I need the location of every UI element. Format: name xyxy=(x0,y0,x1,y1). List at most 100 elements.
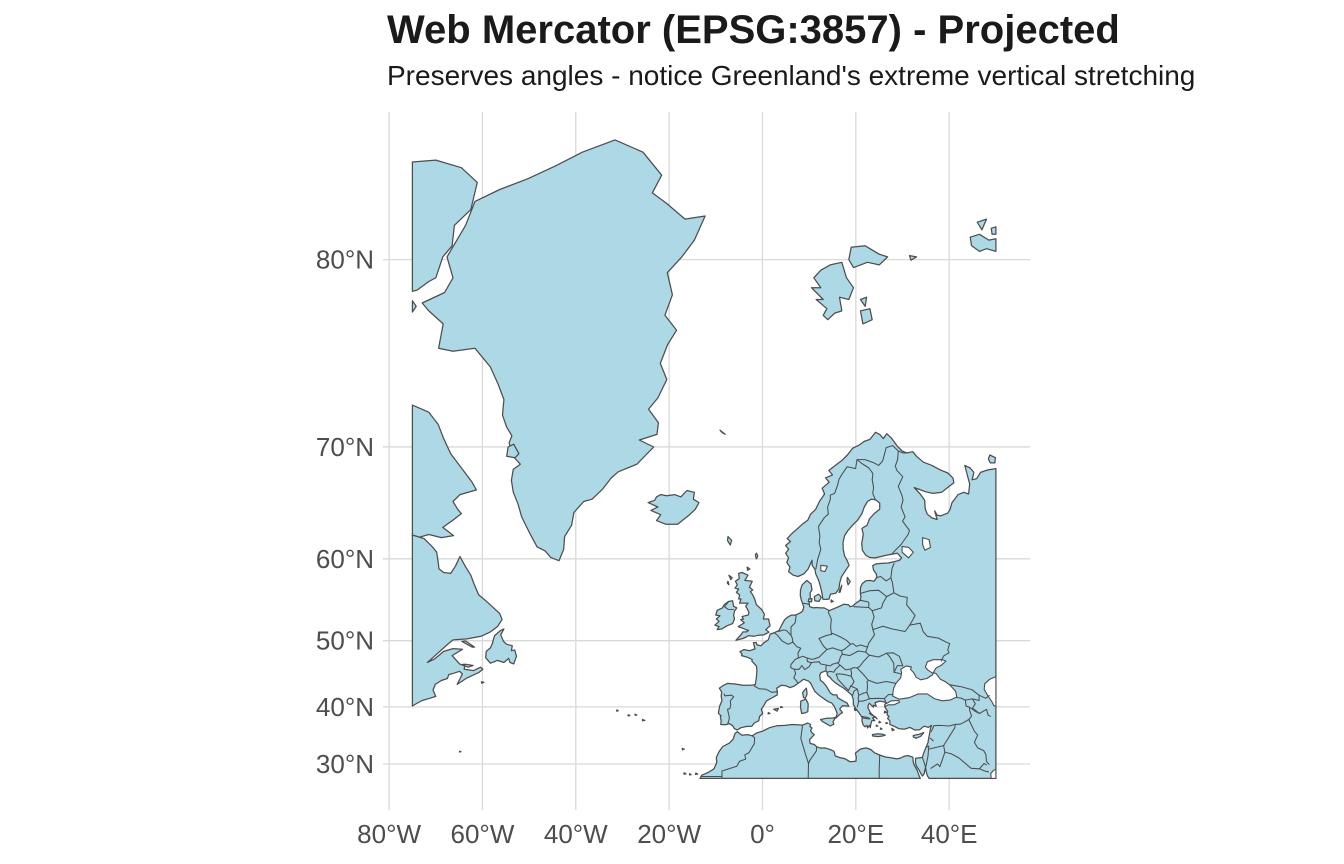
border-switzerland-france xyxy=(790,657,799,670)
land-lesbos xyxy=(883,710,888,714)
border-georgia-armenia-azerbaijan xyxy=(964,694,980,702)
land-prince-edward-island xyxy=(461,663,474,668)
border-armenia-azerbaijan xyxy=(971,698,981,715)
land-iceland xyxy=(647,489,700,525)
border-croatia-bosnia-north xyxy=(835,673,852,677)
border-poland-slovakia xyxy=(849,643,870,648)
land-canary-3 xyxy=(683,772,687,775)
y-axis-label: 60°N xyxy=(316,544,374,574)
border-algeria-morocco xyxy=(721,735,756,779)
land-corfu xyxy=(853,707,857,712)
border-bulgaria-macedonia xyxy=(866,691,870,700)
border-egypt-libya xyxy=(878,754,881,779)
land-kolguyev-island xyxy=(987,454,997,464)
land-franz-josef-land-2 xyxy=(976,218,988,231)
land-corsica xyxy=(801,687,808,699)
border-albania-greece xyxy=(856,700,860,708)
y-axis-label: 70°N xyxy=(316,432,374,462)
border-iran-azerbaijan xyxy=(968,706,992,717)
land-ireland xyxy=(714,600,738,631)
land-canary-2 xyxy=(694,772,699,776)
border-serbia-macedonia xyxy=(858,691,868,696)
x-axis-label: 0° xyxy=(750,819,775,849)
border-finland-russia xyxy=(891,459,911,555)
plot-title: Web Mercator (EPSG:3857) - Projected xyxy=(387,8,1120,52)
border-austria-italy xyxy=(810,661,827,666)
land-gotland xyxy=(846,576,851,586)
plot-subtitle: Preserves angles - notice Greenland's ex… xyxy=(387,60,1196,91)
land-sable-island xyxy=(480,681,485,684)
land-ellesmere-island xyxy=(411,159,478,292)
border-norway-finland xyxy=(856,445,899,466)
land-menorca xyxy=(780,705,784,709)
land-bermuda xyxy=(458,750,462,753)
border-bulgaria-turkey xyxy=(883,693,894,700)
water-lake-ladoga xyxy=(901,545,914,559)
land-newfoundland xyxy=(485,628,518,665)
border-croatia-bosnia-west xyxy=(835,673,850,691)
land-franz-josef-land-1 xyxy=(969,233,997,253)
border-greece-turkey xyxy=(883,698,887,704)
land-aegean-island-4 xyxy=(879,727,883,730)
land-shetland xyxy=(754,552,759,560)
border-syria-lebanon xyxy=(929,737,934,742)
border-germany-belgium xyxy=(790,634,794,643)
border-romania-bulgaria xyxy=(867,679,897,685)
border-ukraine-russia xyxy=(909,622,951,662)
border-belarus-ukraine xyxy=(872,624,911,633)
border-latvia-belarus xyxy=(886,592,895,598)
y-axis-label: 40°N xyxy=(316,692,374,722)
land-oland xyxy=(838,584,843,594)
land-svalbard-nordaustlandet xyxy=(848,245,889,269)
y-axis-label: 30°N xyxy=(316,749,374,779)
border-poland-lithuania xyxy=(868,606,873,612)
border-poland-ukraine xyxy=(867,629,876,645)
border-iraq-kuwait xyxy=(978,762,988,770)
border-norway-russia xyxy=(897,450,908,454)
border-latvia-lithuania xyxy=(860,589,888,598)
border-russia-georgia xyxy=(948,684,980,696)
border-turkey-iran xyxy=(968,706,973,721)
land-jan-mayen xyxy=(719,429,726,436)
border-austria-slovenia xyxy=(825,662,839,667)
land-bornholm xyxy=(830,599,834,603)
border-belgium-netherlands xyxy=(777,629,792,636)
y-axis-label: 80°N xyxy=(316,245,374,275)
land-anticosti-island xyxy=(461,640,476,648)
border-serbia-albania xyxy=(856,688,860,696)
border-bosnia-serbia xyxy=(850,675,855,687)
land-aegean-island-1 xyxy=(878,720,882,724)
border-hungary-serbia xyxy=(850,667,858,670)
land-azores-4 xyxy=(615,709,619,712)
border-hungary-ukraine xyxy=(865,651,870,656)
border-tunisia-algeria xyxy=(800,724,810,765)
x-axis-label: 40°E xyxy=(921,819,978,849)
border-romania-moldova xyxy=(886,652,895,673)
water-lake-vanern xyxy=(820,564,828,573)
land-mallorca xyxy=(773,707,780,712)
x-axis-label: 20°E xyxy=(828,819,885,849)
border-poland-germany xyxy=(827,610,833,635)
land-ellesmere-fragment xyxy=(411,300,417,313)
border-russia-estonia xyxy=(890,562,895,579)
border-netherlands-germany xyxy=(790,615,797,636)
land-sardinia xyxy=(799,698,809,715)
border-sweden-finland xyxy=(856,459,876,500)
border-macedonia-greece xyxy=(858,698,870,702)
border-serbia-romania xyxy=(856,667,869,681)
border-syria-jordan xyxy=(928,745,945,750)
border-syria-iraq xyxy=(943,723,956,747)
land-canary-1 xyxy=(688,772,692,776)
border-romania-ukraine xyxy=(868,652,888,658)
border-belarus-poland xyxy=(871,610,875,631)
border-slovakia-ukraine xyxy=(865,646,869,653)
land-aegean-island-3 xyxy=(875,724,879,727)
x-axis-label: 80°W xyxy=(357,819,421,849)
border-hungary-romania xyxy=(856,654,870,669)
water-lake-onega xyxy=(922,537,932,551)
border-armenia-turkey xyxy=(964,699,970,708)
border-uk-ireland xyxy=(723,601,734,611)
land-orkney xyxy=(746,566,751,571)
border-turkey-iraq xyxy=(954,718,970,725)
